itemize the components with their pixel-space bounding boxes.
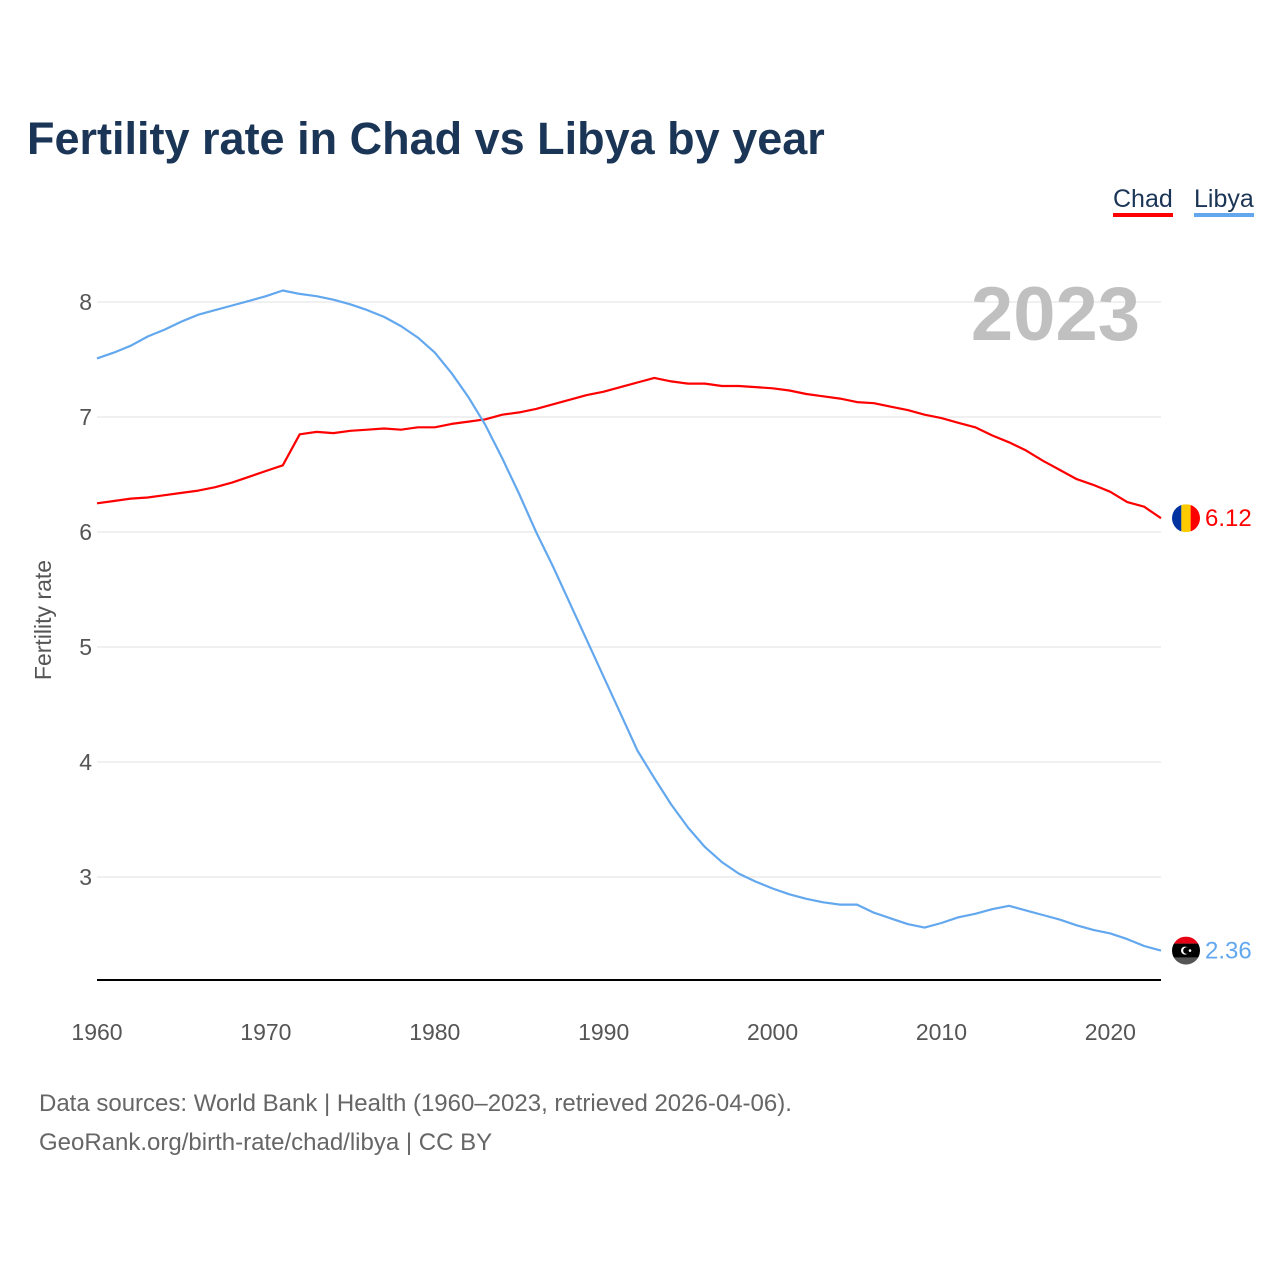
series-line-libya bbox=[96, 289, 1162, 952]
legend-swatch bbox=[1194, 213, 1254, 217]
series-line-chad bbox=[96, 376, 1162, 520]
x-tick-label: 1970 bbox=[240, 1019, 291, 1045]
y-tick-label: 5 bbox=[79, 634, 92, 660]
legend-item-chad[interactable]: Chad bbox=[1113, 185, 1173, 213]
current-year-label: 2023 bbox=[971, 272, 1140, 357]
end-value-label-chad: 6.12 bbox=[1205, 505, 1252, 532]
flag-libya-icon bbox=[1172, 936, 1200, 965]
flag-stripe bbox=[1190, 504, 1200, 533]
flag-stripe bbox=[1172, 936, 1200, 944]
x-axis: 1960 1970 1980 1990 2000 2010 2020 bbox=[71, 1019, 1136, 1045]
flag-stripe bbox=[1172, 957, 1200, 965]
y-axis-label: Fertility rate bbox=[30, 560, 56, 680]
x-tick-label: 1980 bbox=[409, 1019, 460, 1045]
y-tick-label: 3 bbox=[79, 864, 92, 890]
x-tick-label: 2000 bbox=[747, 1019, 798, 1045]
x-tick-label: 2010 bbox=[916, 1019, 967, 1045]
flag-stripe bbox=[1172, 504, 1182, 533]
flag-stripe bbox=[1181, 504, 1191, 533]
y-tick-label: 8 bbox=[79, 289, 92, 315]
legend: Chad Libya bbox=[1113, 185, 1254, 217]
source-line-1: Data sources: World Bank | Health (1960–… bbox=[39, 1090, 792, 1117]
y-tick-label: 6 bbox=[79, 519, 92, 545]
flag-chad-icon bbox=[1172, 504, 1200, 533]
chart-title: Fertility rate in Chad vs Libya by year bbox=[27, 113, 825, 164]
series-lines bbox=[96, 289, 1162, 952]
y-tick-label: 4 bbox=[79, 749, 92, 775]
end-markers: 6.12 2.36 bbox=[1172, 504, 1252, 965]
legend-item-libya[interactable]: Libya bbox=[1194, 185, 1254, 213]
end-value-label-libya: 2.36 bbox=[1205, 938, 1252, 965]
source-line-2[interactable]: GeoRank.org/birth-rate/chad/libya | CC B… bbox=[39, 1129, 492, 1156]
y-tick-label: 7 bbox=[79, 404, 92, 430]
x-tick-label: 1990 bbox=[578, 1019, 629, 1045]
y-axis: 3 4 5 6 7 8 bbox=[79, 289, 92, 890]
star bbox=[1188, 949, 1192, 952]
gridlines bbox=[97, 301, 1161, 878]
crescent-cut bbox=[1183, 947, 1190, 954]
x-tick-label: 2020 bbox=[1085, 1019, 1136, 1045]
legend-swatch bbox=[1113, 213, 1173, 217]
x-tick-label: 1960 bbox=[71, 1019, 122, 1045]
